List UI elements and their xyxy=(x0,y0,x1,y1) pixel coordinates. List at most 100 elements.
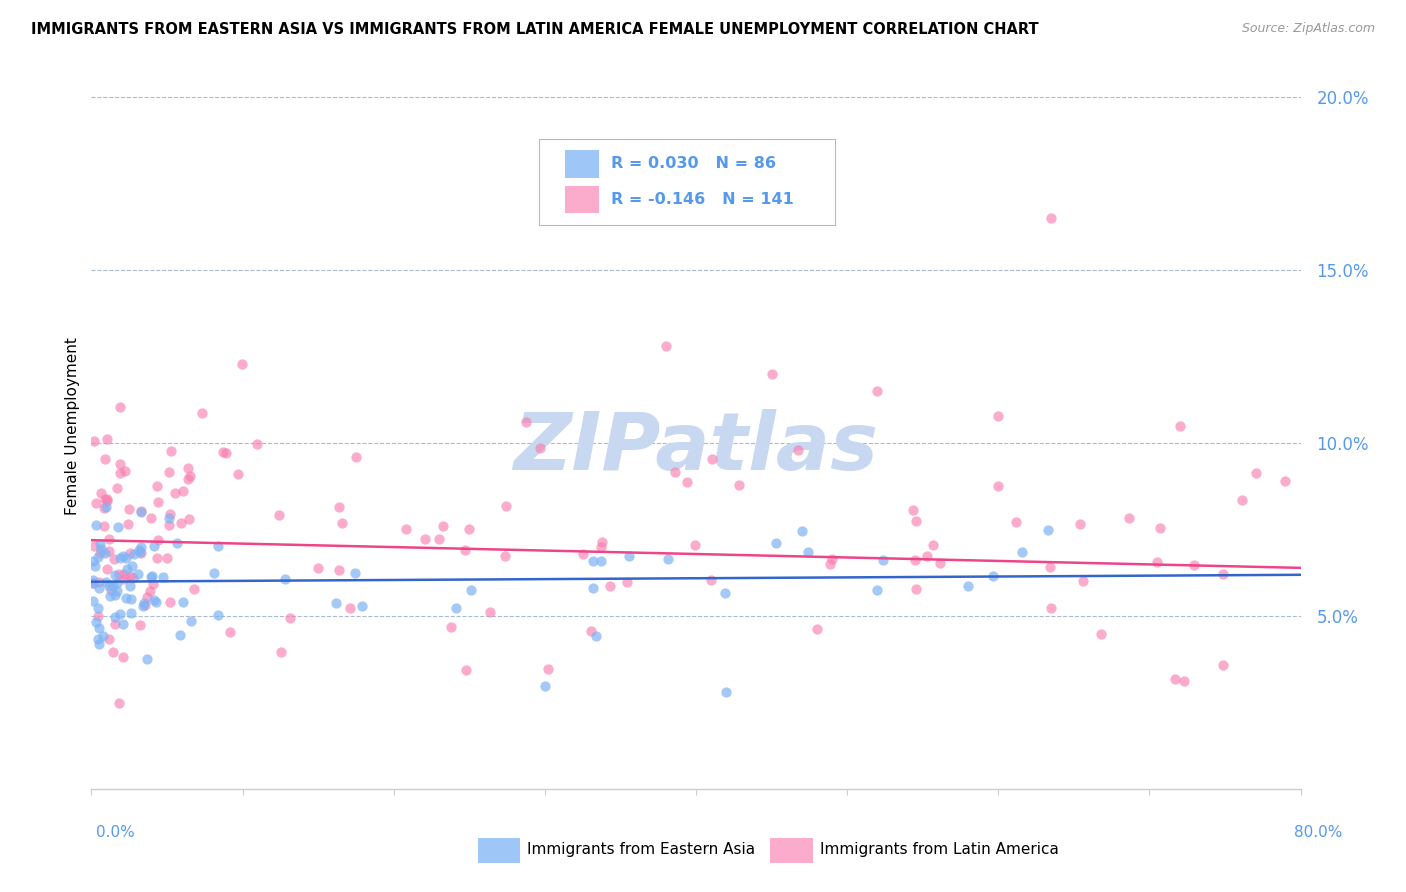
Point xyxy=(110,467,132,481)
Point xyxy=(100,582,122,597)
Point xyxy=(120,607,142,621)
Point xyxy=(533,679,555,693)
Point xyxy=(107,520,129,534)
Point xyxy=(619,549,641,563)
Point xyxy=(440,620,463,634)
Point xyxy=(872,553,894,567)
Text: Immigrants from Eastern Asia: Immigrants from Eastern Asia xyxy=(527,842,755,856)
Point xyxy=(904,514,927,528)
Point xyxy=(134,599,156,613)
Point xyxy=(821,551,844,566)
Point xyxy=(1118,511,1140,525)
Point xyxy=(664,465,686,479)
Point xyxy=(515,416,537,430)
Point xyxy=(139,584,162,599)
Point xyxy=(207,608,229,623)
Point xyxy=(129,617,152,632)
Point xyxy=(146,495,169,509)
Point xyxy=(616,574,638,589)
Point xyxy=(1164,672,1187,686)
Point xyxy=(89,537,111,551)
Point xyxy=(1040,211,1063,226)
Y-axis label: Female Unemployment: Female Unemployment xyxy=(65,337,80,515)
Point xyxy=(120,591,142,606)
Point xyxy=(93,500,115,515)
Point xyxy=(93,451,115,466)
Point xyxy=(98,532,121,546)
Point xyxy=(797,545,820,559)
Point xyxy=(112,616,135,631)
Point xyxy=(121,559,143,574)
Point xyxy=(956,579,979,593)
Point xyxy=(82,594,104,608)
Point xyxy=(118,546,141,560)
Point xyxy=(98,579,121,593)
Point xyxy=(136,590,159,604)
Point xyxy=(120,579,142,593)
Point xyxy=(761,367,783,381)
Point xyxy=(413,532,436,546)
Point xyxy=(1090,627,1112,641)
Point xyxy=(84,558,107,573)
Point xyxy=(582,581,605,595)
Point xyxy=(1039,559,1062,574)
Point xyxy=(143,592,166,607)
Point xyxy=(231,357,253,371)
Point xyxy=(159,595,181,609)
Point xyxy=(98,589,121,603)
Point xyxy=(122,547,145,561)
Point xyxy=(714,685,737,699)
Point xyxy=(495,499,517,513)
Text: Immigrants from Latin America: Immigrants from Latin America xyxy=(820,842,1059,856)
Point xyxy=(172,483,194,498)
Point xyxy=(582,554,605,568)
Point xyxy=(929,556,952,570)
Point xyxy=(866,384,889,399)
Point xyxy=(458,522,481,536)
Point xyxy=(94,546,117,560)
Point xyxy=(307,561,329,575)
Point xyxy=(177,472,200,486)
Point xyxy=(97,632,120,647)
Point xyxy=(790,524,813,538)
Point xyxy=(654,339,676,353)
Point xyxy=(86,550,108,565)
Point xyxy=(128,542,150,557)
Point xyxy=(1146,555,1168,569)
Point xyxy=(142,577,165,591)
Point xyxy=(1071,574,1094,588)
Point xyxy=(981,569,1004,583)
Point xyxy=(139,570,162,584)
Point xyxy=(104,568,127,582)
Point xyxy=(494,549,516,564)
Text: Source: ZipAtlas.com: Source: ZipAtlas.com xyxy=(1241,22,1375,36)
Point xyxy=(129,546,152,560)
Point xyxy=(110,458,132,472)
Point xyxy=(343,566,366,581)
Point xyxy=(104,610,127,624)
Point xyxy=(330,516,353,530)
Point xyxy=(915,549,938,563)
Point xyxy=(865,582,887,597)
Point xyxy=(96,562,118,576)
Point xyxy=(118,569,141,583)
Point xyxy=(108,567,131,582)
Point xyxy=(700,452,723,467)
Point xyxy=(278,611,301,625)
Text: R = 0.030   N = 86: R = 0.030 N = 86 xyxy=(612,156,776,171)
Point xyxy=(1212,566,1234,581)
Point xyxy=(98,544,121,558)
Point xyxy=(163,485,186,500)
Point xyxy=(1246,466,1268,480)
Point xyxy=(166,536,188,550)
Point xyxy=(87,632,110,646)
Point xyxy=(727,478,749,492)
Point xyxy=(132,596,155,610)
Point xyxy=(96,494,118,508)
Point xyxy=(714,585,737,599)
Point xyxy=(169,516,191,531)
Point xyxy=(454,543,477,558)
Point xyxy=(699,573,721,587)
Point xyxy=(529,441,551,455)
Point xyxy=(117,517,139,532)
